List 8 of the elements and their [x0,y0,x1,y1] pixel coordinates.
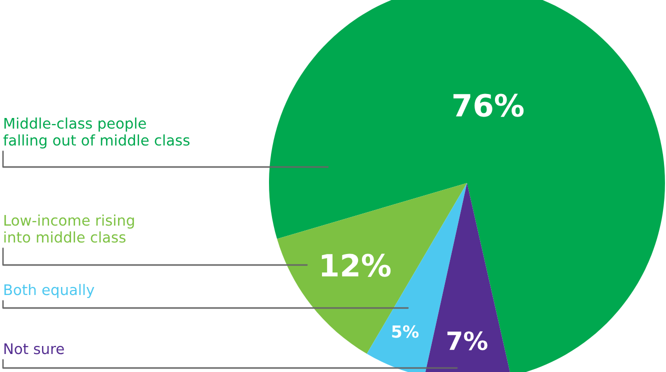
slice-label: Low-income rising into middle class [4,214,134,243]
slice-label: Middle-class people falling out of middle class [3,118,190,148]
data-label: 7% [447,331,488,350]
slice-label: Not sure [4,343,64,354]
data-label: 76% [453,94,524,117]
data-label: 5% [392,325,419,338]
data-label: 12% [322,254,391,277]
slice-label: Both equally [4,284,94,298]
